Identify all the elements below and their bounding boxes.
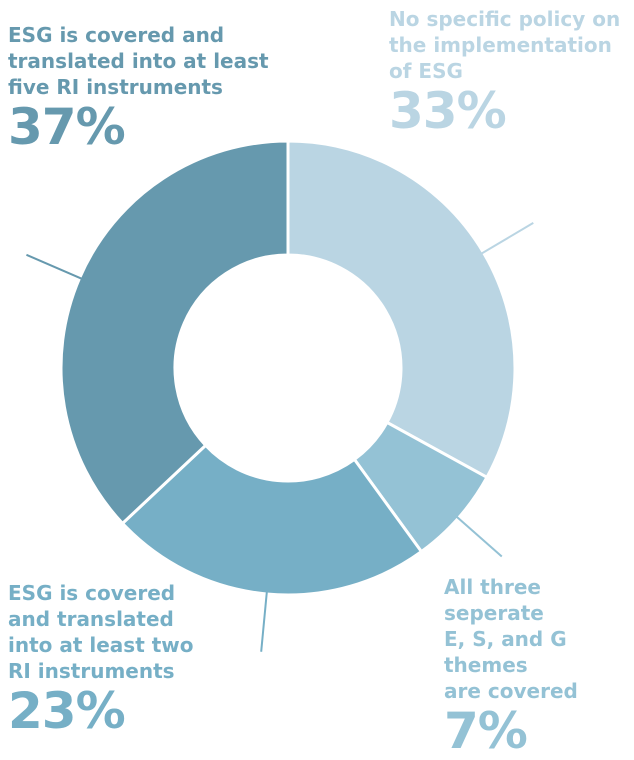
- label-slice-no-policy: No specific policy on the implementation…: [389, 6, 620, 138]
- slice-label-text: No specific policy on the implementation…: [389, 7, 621, 83]
- slice-percent-label: 7%: [444, 702, 528, 760]
- slice-label-text: ESG is covered and translated into at le…: [8, 23, 269, 99]
- slice-no-policy: [286, 139, 517, 480]
- leader-two-instruments: [260, 589, 269, 652]
- donut-slices: [59, 139, 517, 597]
- leader-no-policy: [479, 222, 534, 256]
- label-slice-three-themes: All three seperate E, S, and G themes ar…: [444, 574, 634, 758]
- slice-percent-label: 23%: [8, 682, 126, 740]
- slice-five-instruments: [59, 139, 290, 526]
- slice-percent-label: 37%: [8, 98, 126, 156]
- leader-five-instruments: [26, 253, 84, 281]
- label-slice-five-instruments: ESG is covered and translated into at le…: [8, 22, 269, 154]
- label-slice-two-instruments: ESG is covered and translated into at le…: [8, 580, 194, 738]
- leader-lines: [26, 222, 534, 652]
- leader-three-themes: [454, 514, 503, 558]
- slice-two-instruments: [120, 443, 424, 597]
- slice-label-text: All three seperate E, S, and G themes ar…: [444, 575, 578, 703]
- slice-percent-label: 33%: [389, 82, 507, 140]
- donut-chart: [26, 139, 534, 652]
- slice-label-text: ESG is covered and translated into at le…: [8, 581, 194, 683]
